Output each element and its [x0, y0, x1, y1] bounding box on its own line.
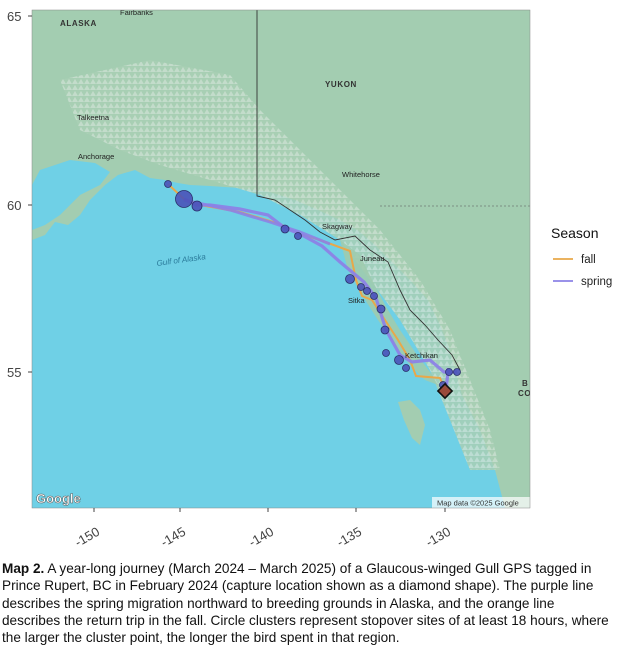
stopover-point: [445, 368, 453, 376]
y-tick-label: 60: [7, 198, 21, 213]
stopover-point: [294, 232, 302, 240]
stopover-point: [345, 274, 355, 284]
stopover-point: [363, 287, 371, 295]
panel-frame: [31, 9, 531, 509]
place-label-anchorage: Anchorage: [78, 152, 114, 161]
border-line: [256, 10, 461, 371]
place-label-fairbanks: Fairbanks: [120, 8, 153, 17]
place-label-bc-2: CO: [518, 389, 531, 398]
y-tick-label: 65: [7, 9, 21, 24]
stopover-point: [280, 224, 290, 234]
stopover-point: [376, 304, 386, 314]
google-logo: Google: [36, 491, 81, 506]
stopover-point: [382, 349, 390, 357]
place-label-sitka: Sitka: [348, 296, 366, 305]
x-tick-label: -140: [246, 524, 276, 550]
legend-label-spring: spring: [581, 276, 612, 288]
mountain-range: [60, 60, 500, 470]
legend-label-fall: fall: [581, 254, 596, 266]
cook-inlet: [32, 160, 110, 230]
stopover-point: [175, 190, 193, 208]
x-tick-label: -135: [334, 524, 364, 550]
x-tick-label: -145: [158, 524, 188, 550]
stopover-point: [380, 325, 390, 335]
figure-caption: Map 2. A year-long journey (March 2024 –…: [2, 560, 614, 646]
stopover-point: [394, 355, 404, 365]
haida-gwaii: [398, 400, 425, 445]
legend: Season fall spring: [551, 225, 612, 288]
stopover-point: [370, 292, 378, 300]
y-axis: 65 60 55: [7, 9, 32, 380]
spring-route-2: [183, 198, 331, 246]
map-figure: Fairbanks ALASKA Talkeetna Anchorage YUK…: [7, 8, 612, 550]
attribution-bg: [432, 497, 530, 508]
stopover-point: [402, 364, 410, 372]
stopover-point: [357, 283, 365, 291]
capture-diamond: [436, 382, 454, 400]
place-label-whitehorse: Whitehorse: [342, 170, 380, 179]
caption-text: A year-long journey (March 2024 – March …: [2, 561, 609, 646]
place-label-juneau: Juneau: [360, 254, 385, 263]
stopover-point: [453, 368, 461, 376]
place-label-bc-1: B: [522, 379, 528, 388]
place-label-yukon: YUKON: [325, 80, 357, 89]
place-label-alaska: ALASKA: [60, 19, 97, 28]
x-tick-label: -130: [423, 524, 453, 550]
stopover-point: [191, 200, 203, 212]
map-attribution: Map data ©2025 Google: [437, 499, 519, 508]
y-tick-label: 55: [7, 365, 21, 380]
place-label-skagway: Skagway: [322, 222, 353, 231]
caption-label: Map 2.: [2, 561, 45, 576]
map-panel[interactable]: Fairbanks ALASKA Talkeetna Anchorage YUK…: [32, 8, 531, 508]
x-tick-label: -150: [72, 524, 102, 550]
place-label-talkeetna: Talkeetna: [77, 113, 110, 122]
x-axis: -150 -145 -140 -135 -130: [72, 508, 453, 550]
legend-title: Season: [551, 225, 598, 241]
archipelago: [340, 240, 438, 385]
place-label-ketchikan: Ketchikan: [405, 351, 438, 360]
stopover-point: [164, 180, 172, 188]
